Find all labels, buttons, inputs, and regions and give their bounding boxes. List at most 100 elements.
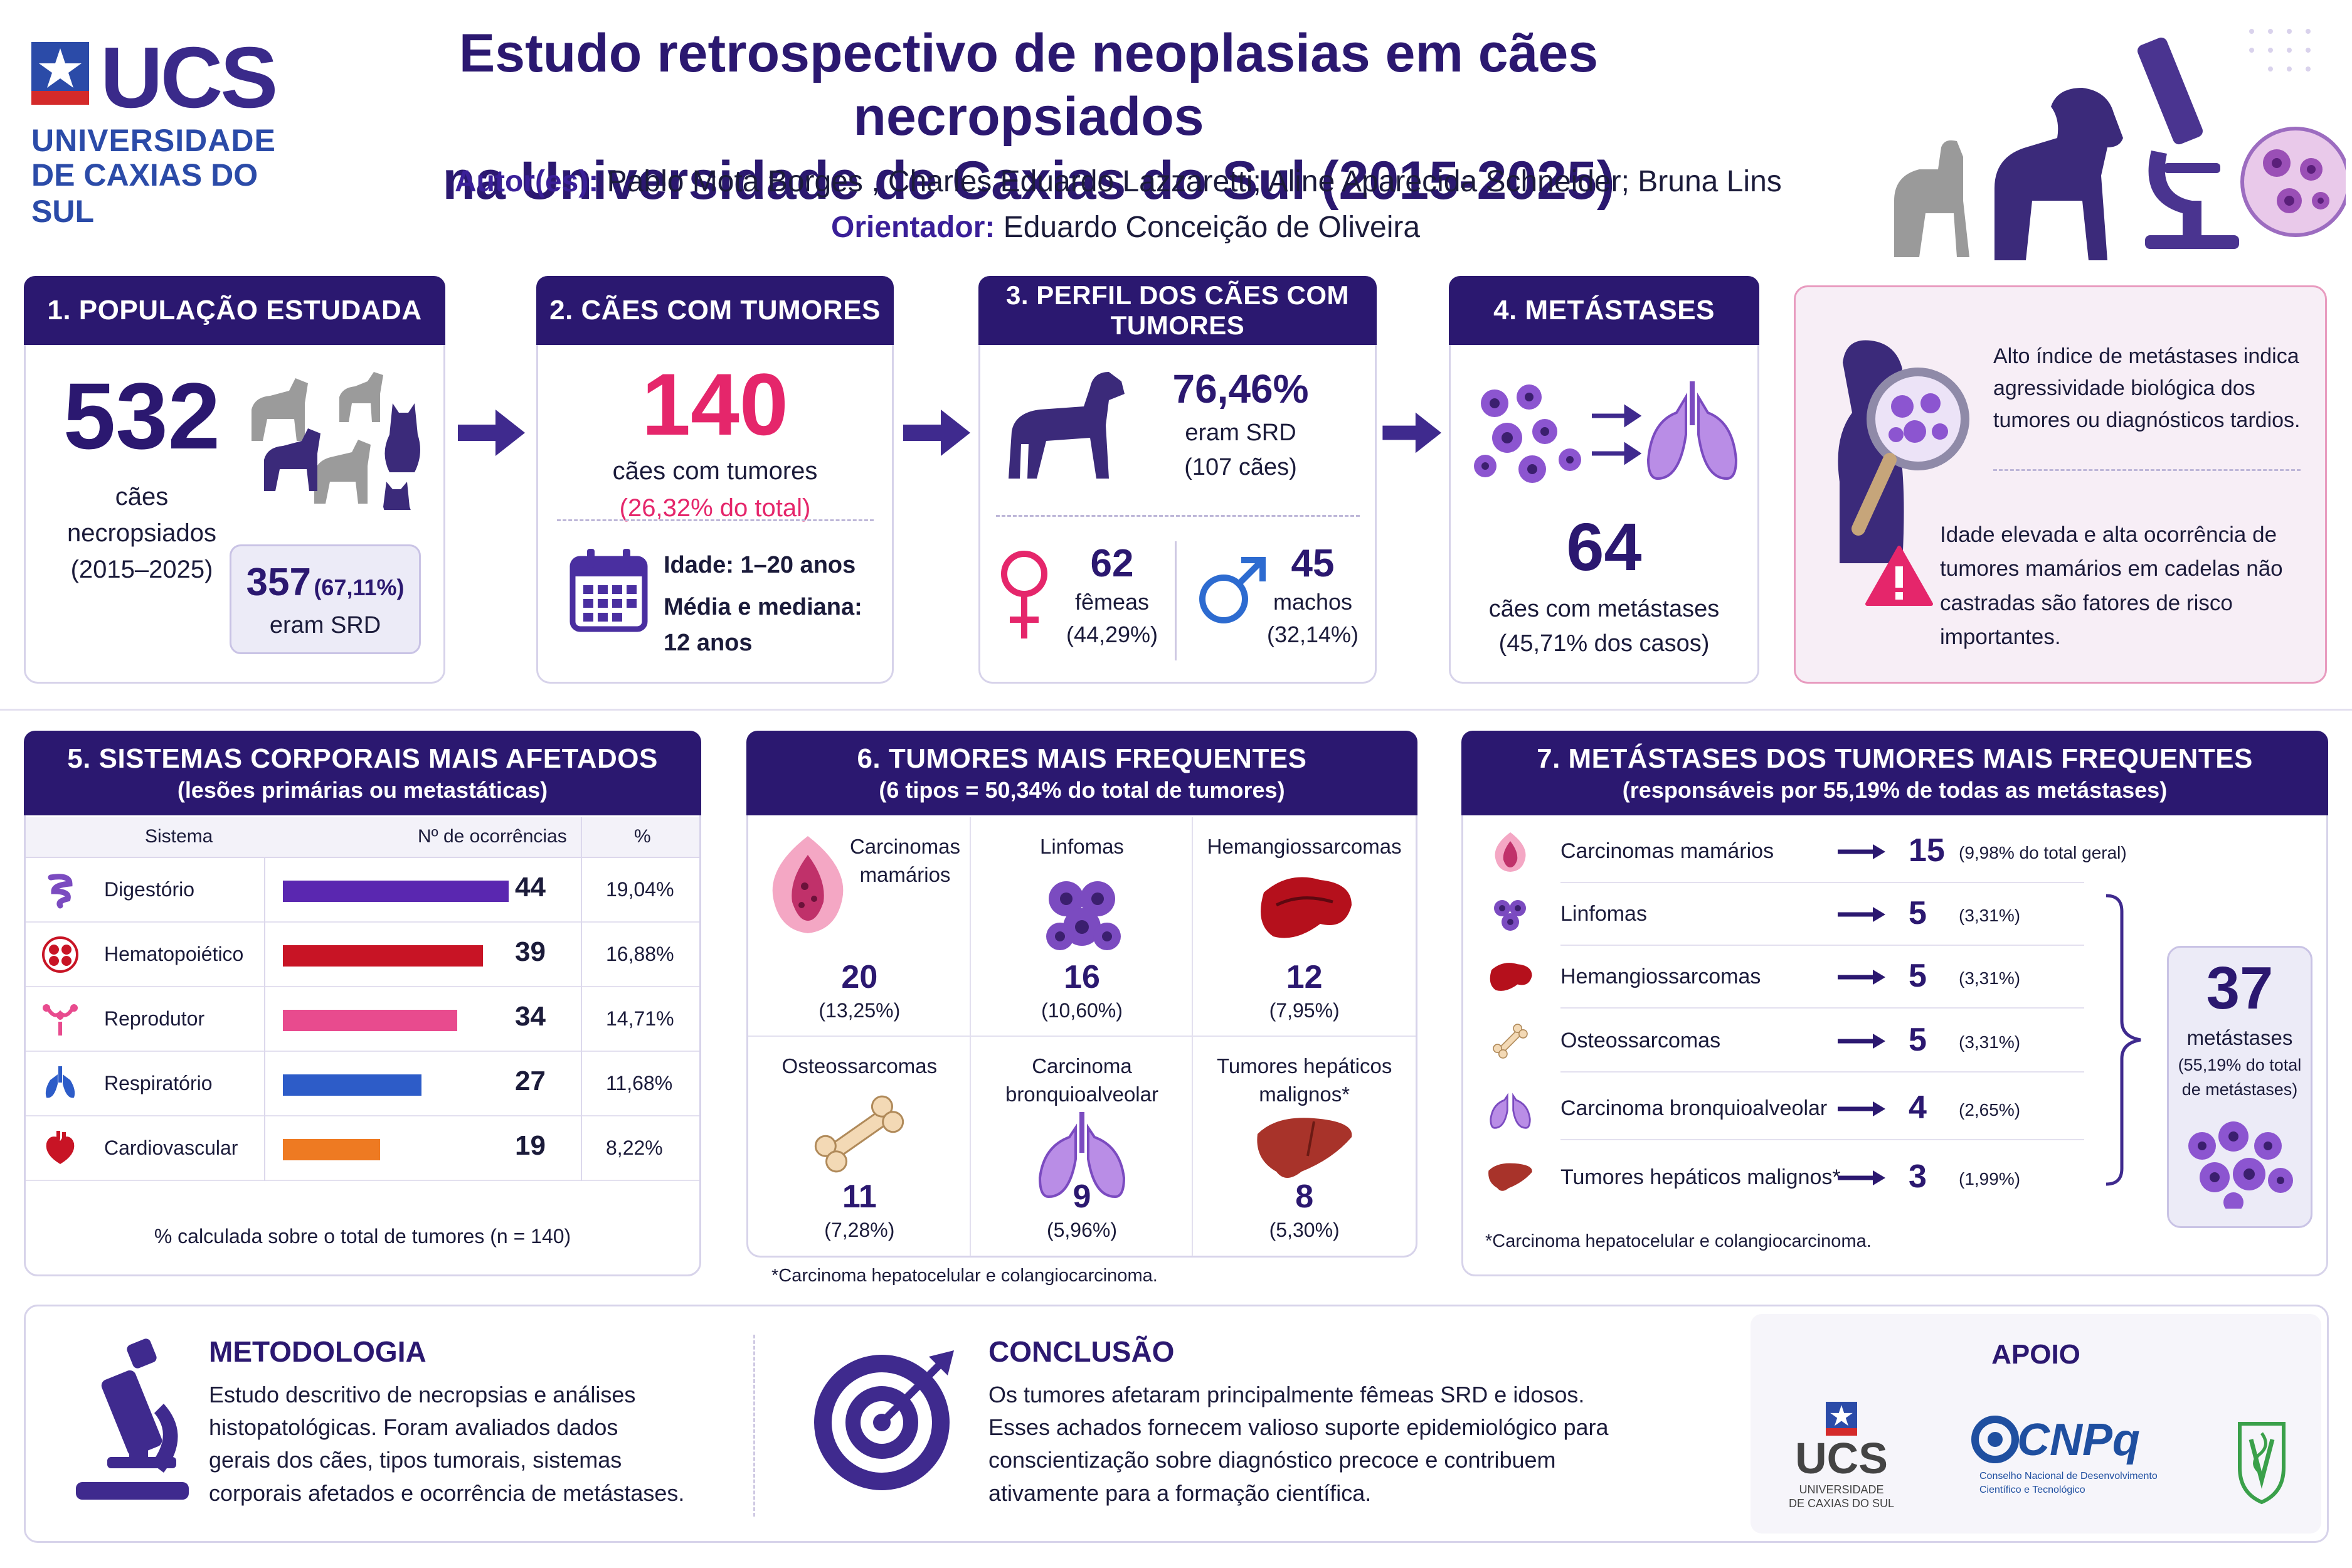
support-ucs-sub2: DE CAXIAS DO SUL <box>1788 1497 1895 1510</box>
female-label: fêmeas <box>1074 589 1150 615</box>
female-count: 62 <box>1090 542 1134 585</box>
list-item: Osteossarcomas 5 (3,31%) <box>1463 1010 2090 1073</box>
dog-icon <box>1009 372 1125 479</box>
mammary-tumor-icon <box>1485 828 1535 875</box>
section-body-systems: 5. SISTEMAS CORPORAIS MAIS AFETADOS (les… <box>24 731 701 1276</box>
col-system: Sistema <box>145 826 213 847</box>
tumor-cell: Osteossarcomas 11 (7,28%) <box>748 1037 971 1256</box>
section-metastases-title: 4. METÁSTASES <box>1493 295 1715 326</box>
support-ucs-sub1: UNIVERSIDADE <box>1799 1483 1884 1496</box>
srd-label: eram SRD <box>269 612 381 638</box>
met-pct: (3,31%) <box>1959 906 2021 925</box>
female-icon <box>1001 551 1047 638</box>
system-bar <box>283 881 509 902</box>
systems-footnote: % calculada sobre o total de tumores (n … <box>154 1225 571 1248</box>
metastasis-cells-to-lung-icon <box>1474 381 1738 483</box>
ucs-logo-sub1: UNIVERSIDADE <box>31 123 276 158</box>
cells-circle-icon <box>2240 127 2346 237</box>
cnpq-emblem-icon <box>1971 1416 2019 1463</box>
arrow-icon <box>1836 965 1887 993</box>
title-line-2: na Universidade de Caxias do Sul (2015-2… <box>442 150 1615 211</box>
table-row: Digestório 44 19,04% <box>26 858 699 923</box>
col-occurrences: Nº de ocorrências <box>418 826 567 847</box>
met-count: 5 <box>1909 1022 1927 1058</box>
warning-icon <box>1865 546 1933 606</box>
tumor-grid: Carcinomas mamários 20 (13,25%) Linfomas 16 (1… <box>748 817 1416 1256</box>
section-frequent-subtitle: (6 tipos = 50,34% do total de tumores) <box>879 776 1285 803</box>
population-label-2: necropsiados <box>67 519 216 547</box>
system-bar <box>283 1074 421 1096</box>
authors-line: Autor(es): Pablo Mota Borges , Charles E… <box>455 164 1782 199</box>
tumor-count: 16 <box>1064 959 1100 995</box>
list-item: Tumores hepáticos malignos* 3 (1,99%) <box>1463 1147 2090 1209</box>
metastasis-dogs-label: cães com metástases <box>1488 596 1720 622</box>
tumor-name: Tumores hepáticos <box>1216 1054 1392 1078</box>
systems-table-header: Sistema Nº de ocorrências % <box>26 817 699 858</box>
lungs-icon <box>971 1109 1194 1206</box>
support-title: APOIO <box>1991 1339 2080 1370</box>
target-icon <box>814 1350 954 1490</box>
tumor-cell: Carcinoma bronquioalveolar 9 (5,96%) <box>971 1037 1194 1256</box>
tumor-count: 8 <box>1295 1179 1314 1215</box>
cnpq-text: CNPq <box>2017 1415 2140 1465</box>
arrow-icon <box>1836 1029 1887 1057</box>
conclusion-title: CONCLUSÃO <box>988 1335 1175 1368</box>
met-pct: (9,98% do total geral) <box>1959 843 2127 862</box>
tumor-name-2: bronquioalveolar <box>1005 1082 1158 1106</box>
authors: Pablo Mota Borges , Charles Eduardo Lazz… <box>607 165 1782 198</box>
section-systems-title: 5. SISTEMAS CORPORAIS MAIS AFETADOS <box>67 743 658 774</box>
met-count: 4 <box>1909 1089 1927 1126</box>
section-metastases: 4. METÁSTASES 64 cães com metástases (45… <box>1449 276 1759 684</box>
section-met-header: 7. METÁSTASES DOS TUMORES MAIS FREQUENTE… <box>1461 731 2328 815</box>
male-icon <box>1199 557 1266 623</box>
section-tumors-title: 2. CÃES COM TUMORES <box>549 295 881 326</box>
support-cnpq-logo: CNPq Conselho Nacional de Desenvolviment… <box>1970 1414 2177 1508</box>
table-row: Cardiovascular 19 8,22% <box>26 1116 699 1181</box>
tumor-count: 9 <box>1073 1179 1091 1215</box>
male-count: 45 <box>1291 542 1335 585</box>
section-dogs-with-tumors: 2. CÃES COM TUMORES 140 cães com tumores… <box>536 276 894 684</box>
heart-icon <box>41 1130 79 1167</box>
srd-number: 357 <box>246 561 311 604</box>
bone-icon <box>748 1087 971 1184</box>
authors-label: Autor(es): <box>455 165 599 198</box>
tumor-name-box: Hemangiossarcomas <box>1193 833 1416 861</box>
tumor-name-box: Carcinoma bronquioalveolar <box>971 1052 1194 1108</box>
support-ucs-text: UCS <box>1795 1434 1888 1483</box>
tumor-dogs-label: cães com tumores <box>612 457 818 485</box>
population-stats: 532 cães necropsiados (2015–2025) <box>38 369 245 588</box>
arrow-icon <box>458 410 525 456</box>
mean-value: 12 anos <box>664 630 753 656</box>
list-item: Carcinomas mamários 15 (9,98% do total ger… <box>1463 820 2127 883</box>
system-count: 44 <box>515 872 546 903</box>
met-total-pct2: de metástases) <box>2181 1079 2298 1099</box>
liver-icon <box>1485 1154 1535 1201</box>
reproductive-icon <box>41 1000 79 1038</box>
ucs-logo-sub2: DE CAXIAS DO SUL <box>31 157 258 229</box>
met-tumor-name: Osteossarcomas <box>1560 1029 1721 1052</box>
poster-title: Estudo retrospectivo de neoplasias em cã… <box>339 22 1719 213</box>
met-count: 5 <box>1909 958 1927 994</box>
ucs-star-icon <box>31 42 89 105</box>
system-name: Cardiovascular <box>104 1136 238 1159</box>
section-systems-header: 5. SISTEMAS CORPORAIS MAIS AFETADOS (les… <box>24 731 701 815</box>
system-pct: 8,22% <box>606 1136 663 1159</box>
population-label-1: cães <box>115 483 169 511</box>
section-systems-subtitle: (lesões primárias ou metastáticas) <box>177 776 548 803</box>
met-pct: (2,65%) <box>1959 1100 2021 1120</box>
section-population-title: 1. POPULAÇÃO ESTUDADA <box>47 295 422 326</box>
frequent-footnote: *Carcinoma hepatocelular e colangiocarci… <box>771 1266 1158 1286</box>
table-row: Respiratório 27 11,68% <box>26 1052 699 1116</box>
tumor-pct: (7,28%) <box>824 1219 895 1241</box>
tumor-count: 11 <box>842 1179 877 1215</box>
tumor-name: Linfomas <box>1040 835 1124 858</box>
met-pct: (3,31%) <box>1959 968 2021 988</box>
system-name: Digestório <box>104 878 195 901</box>
arrow-icon <box>903 410 970 456</box>
tumor-name: Osteossarcomas <box>781 1054 938 1078</box>
lymphoma-cells-icon <box>971 867 1194 965</box>
met-tumor-name: Linfomas <box>1560 902 1647 926</box>
met-tumor-name: Tumores hepáticos malignos* <box>1560 1165 1841 1189</box>
hemangiosarcoma-icon <box>1193 867 1416 952</box>
liver-icon <box>1193 1109 1416 1194</box>
